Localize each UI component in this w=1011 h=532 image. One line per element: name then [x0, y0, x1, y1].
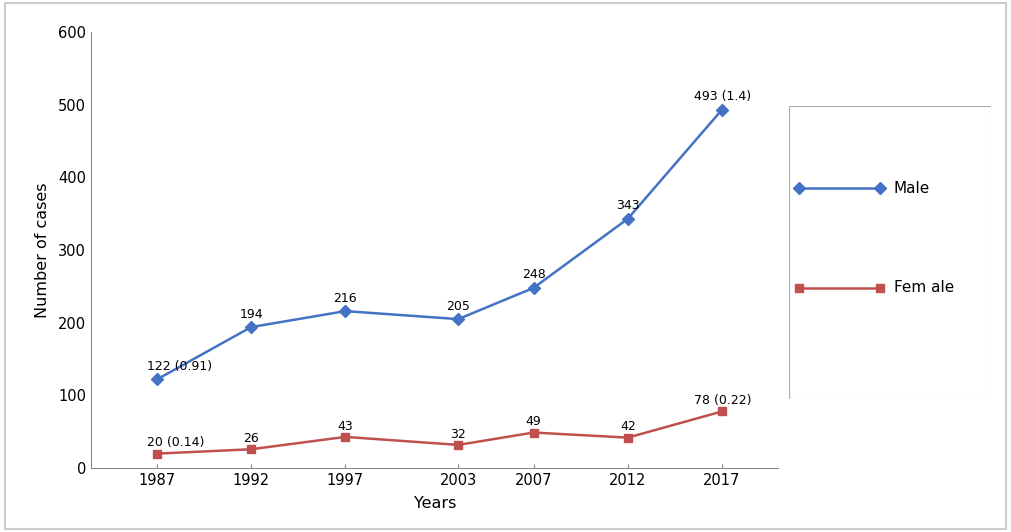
Text: 122 (0.91): 122 (0.91) — [148, 360, 212, 373]
Text: 493 (1.4): 493 (1.4) — [694, 90, 751, 103]
Y-axis label: Number of cases: Number of cases — [34, 182, 50, 318]
Fem ale — [528, 429, 540, 436]
Male — [622, 215, 634, 222]
Text: 78 (0.22): 78 (0.22) — [694, 394, 751, 407]
Text: 194: 194 — [240, 307, 263, 321]
Text: 49: 49 — [526, 415, 542, 428]
Text: 26: 26 — [244, 432, 259, 445]
Text: 42: 42 — [620, 420, 636, 434]
Text: 32: 32 — [450, 428, 466, 440]
Line: Male: Male — [153, 105, 726, 384]
Text: 216: 216 — [334, 292, 357, 305]
Fem ale — [245, 446, 257, 452]
Fem ale — [151, 451, 163, 457]
Male — [528, 285, 540, 291]
Text: 43: 43 — [338, 420, 353, 433]
Fem ale — [340, 434, 352, 440]
Fem ale — [622, 435, 634, 441]
Fem ale — [452, 442, 464, 448]
X-axis label: Years: Years — [413, 496, 456, 511]
Male — [340, 308, 352, 314]
Text: 248: 248 — [522, 269, 546, 281]
Text: 20 (0.14): 20 (0.14) — [148, 436, 205, 450]
Male — [151, 376, 163, 383]
Male — [716, 106, 728, 113]
Text: Male: Male — [894, 181, 930, 196]
Fem ale — [716, 408, 728, 414]
Text: 343: 343 — [616, 200, 640, 212]
Male — [245, 324, 257, 330]
Line: Fem ale: Fem ale — [153, 408, 726, 458]
Male — [452, 316, 464, 322]
Text: 205: 205 — [446, 300, 470, 313]
Text: Fem ale: Fem ale — [894, 280, 954, 295]
